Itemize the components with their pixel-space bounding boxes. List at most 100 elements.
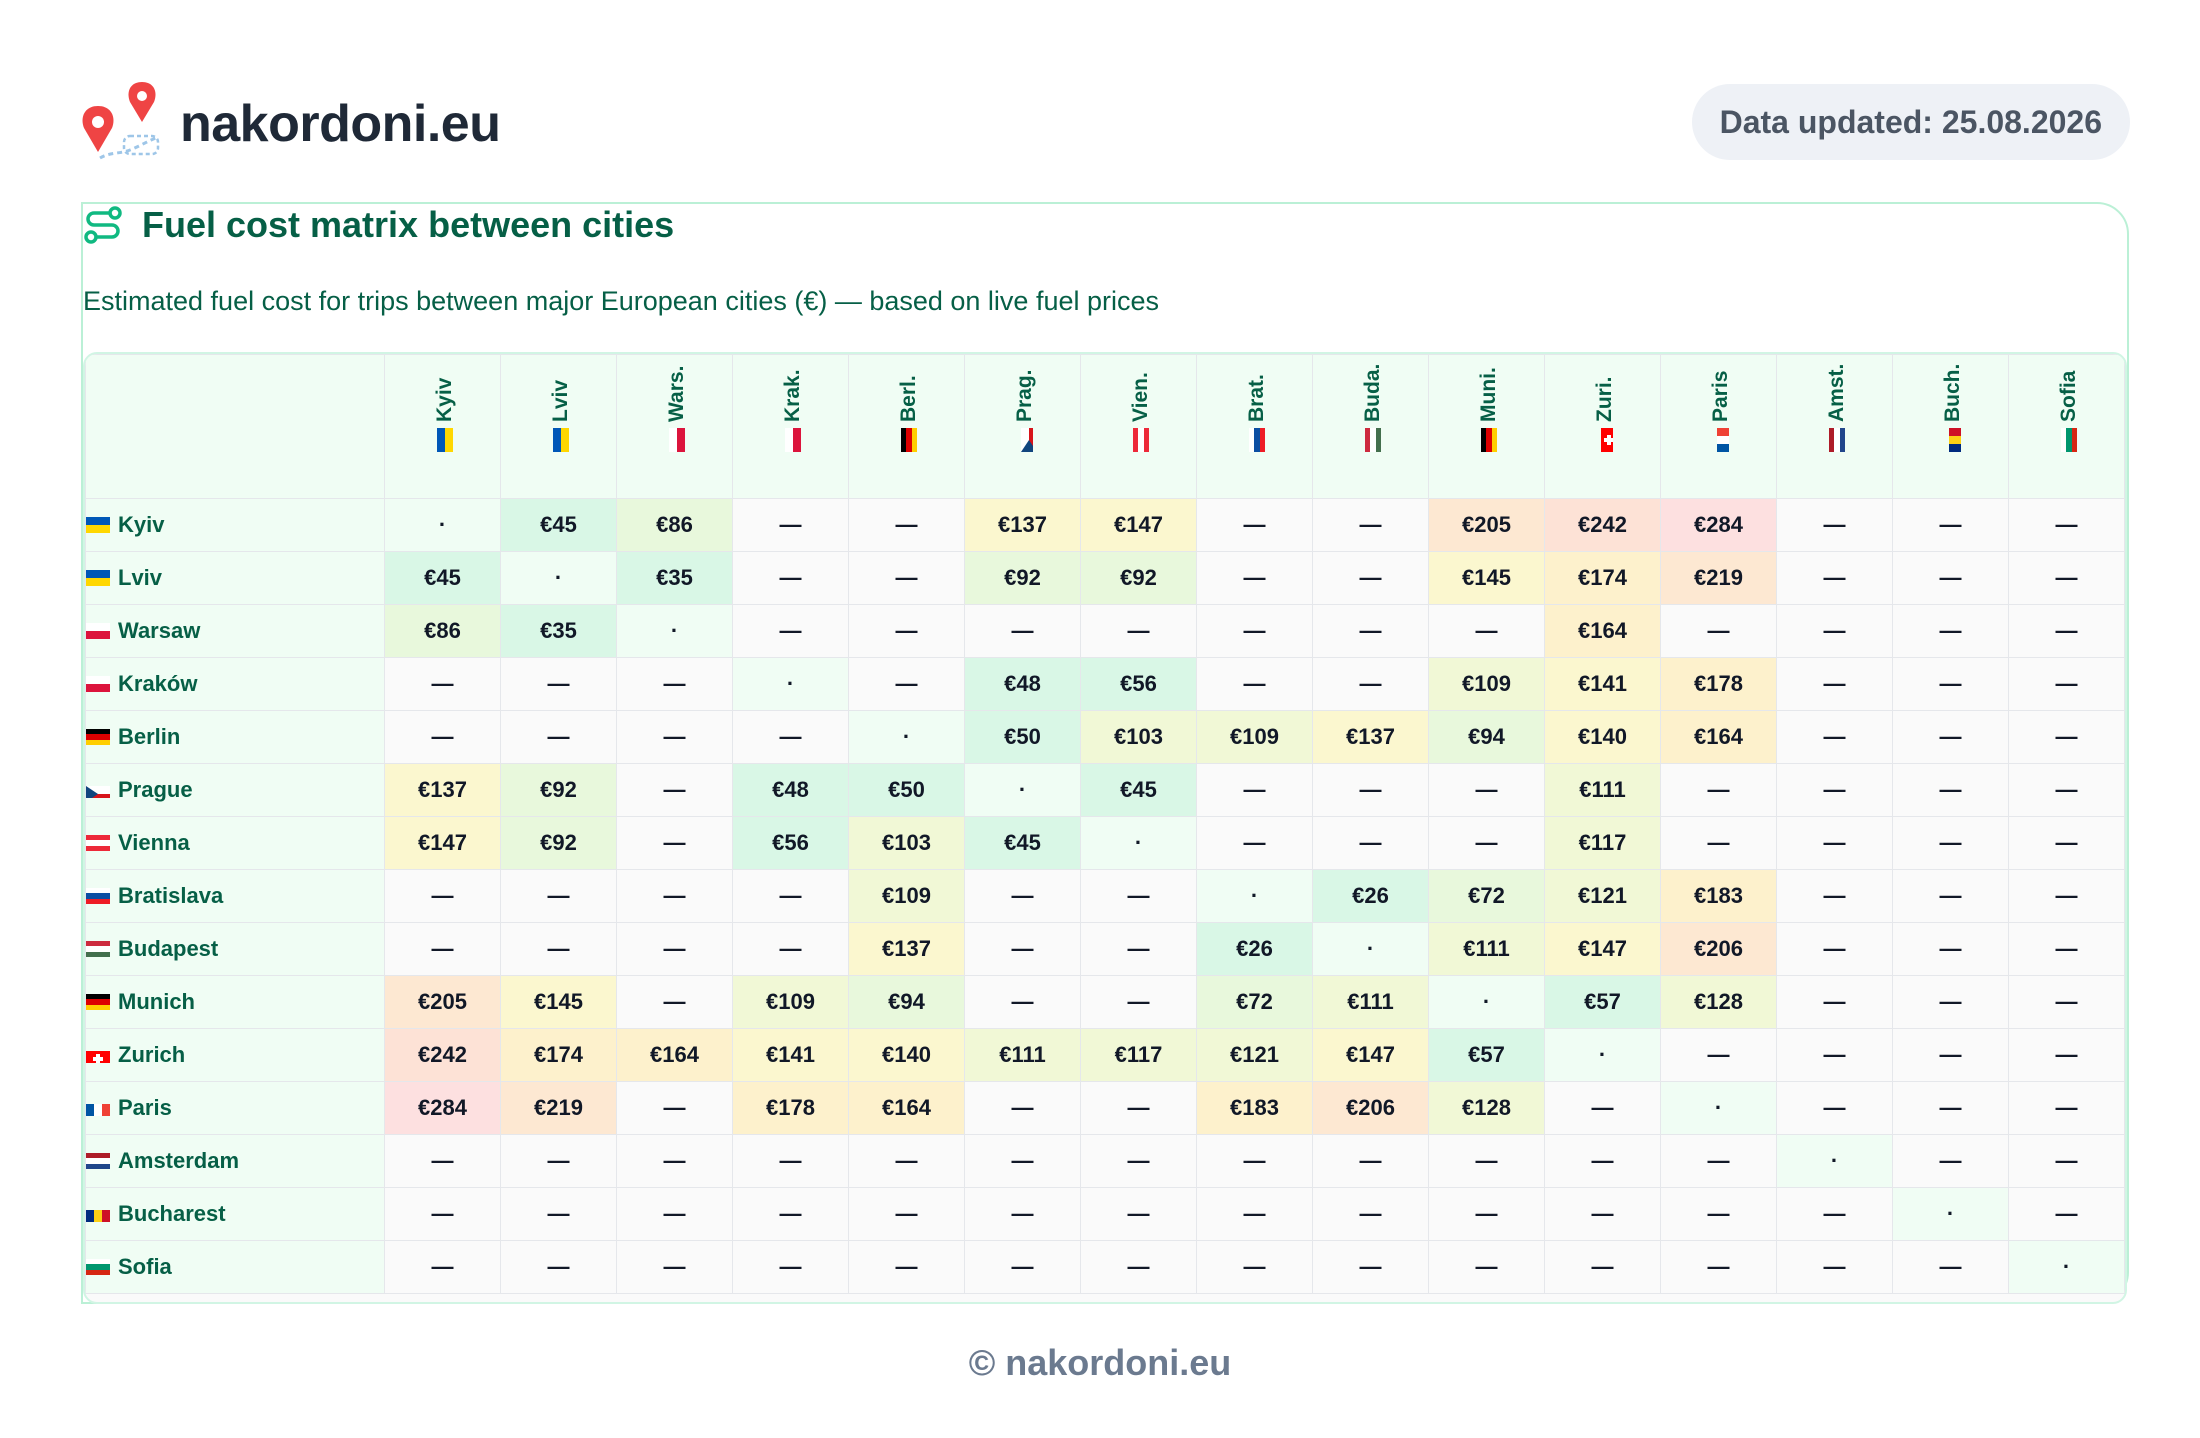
matrix-cell-cost[interactable]: €284 xyxy=(384,1081,501,1135)
matrix-cell-cost[interactable]: €205 xyxy=(1428,498,1545,552)
matrix-cell-cost[interactable]: €164 xyxy=(616,1028,733,1082)
matrix-cell-cost[interactable]: €137 xyxy=(848,922,965,976)
matrix-cell-cost[interactable]: €219 xyxy=(1660,551,1777,605)
matrix-cell-empty: — xyxy=(1312,1240,1429,1294)
matrix-cell-cost[interactable]: €183 xyxy=(1660,869,1777,923)
matrix-row: Vienna €147 €92— €56 €103 €45 · — — — €117— — — — xyxy=(85,816,2125,870)
matrix-cell-cost[interactable]: €92 xyxy=(1080,551,1197,605)
matrix-cell-cost[interactable]: €103 xyxy=(848,816,965,870)
matrix-cell-cost[interactable]: €26 xyxy=(1196,922,1313,976)
matrix-cell-cost[interactable]: €86 xyxy=(384,604,501,658)
matrix-cell-cost[interactable]: €178 xyxy=(732,1081,849,1135)
matrix-cell-cost[interactable]: €72 xyxy=(1196,975,1313,1029)
matrix-cell-cost[interactable]: €206 xyxy=(1660,922,1777,976)
matrix-cell-cost[interactable]: €35 xyxy=(616,551,733,605)
matrix-cell-cost[interactable]: €164 xyxy=(848,1081,965,1135)
matrix-cell-cost[interactable]: €284 xyxy=(1660,498,1777,552)
matrix-cell-cost[interactable]: €48 xyxy=(964,657,1081,711)
matrix-cell-cost[interactable]: €56 xyxy=(732,816,849,870)
matrix-cell-cost[interactable]: €145 xyxy=(1428,551,1545,605)
matrix-cell-cost[interactable]: €164 xyxy=(1544,604,1661,658)
matrix-cell-empty: — xyxy=(1544,1081,1661,1135)
matrix-cell-cost[interactable]: €86 xyxy=(616,498,733,552)
matrix-cell-cost[interactable]: €94 xyxy=(1428,710,1545,764)
cost-matrix-table: Kyiv Lviv Wars. Krak. Berl. Prag. Vien. Brat. Bu… xyxy=(85,354,2125,1294)
matrix-cell-cost[interactable]: €45 xyxy=(384,551,501,605)
matrix-cell-empty: — xyxy=(384,657,501,711)
matrix-cell-empty: — xyxy=(500,710,617,764)
matrix-cell-empty: — xyxy=(1660,763,1777,817)
matrix-cell-cost[interactable]: €111 xyxy=(1312,975,1429,1029)
matrix-cell-cost[interactable]: €117 xyxy=(1080,1028,1197,1082)
matrix-cell-cost[interactable]: €109 xyxy=(1196,710,1313,764)
matrix-cell-cost[interactable]: €94 xyxy=(848,975,965,1029)
matrix-cell-cost[interactable]: €141 xyxy=(1544,657,1661,711)
matrix-cell-cost[interactable]: €109 xyxy=(848,869,965,923)
matrix-cell-cost[interactable]: €48 xyxy=(732,763,849,817)
matrix-cell-cost[interactable]: €174 xyxy=(500,1028,617,1082)
matrix-cell-cost[interactable]: €72 xyxy=(1428,869,1545,923)
matrix-cell-cost[interactable]: €111 xyxy=(964,1028,1081,1082)
matrix-cell-cost[interactable]: €147 xyxy=(1544,922,1661,976)
matrix-cell-cost[interactable]: €145 xyxy=(500,975,617,1029)
column-header: Buch. xyxy=(1892,354,2009,499)
matrix-cell-cost[interactable]: €183 xyxy=(1196,1081,1313,1135)
matrix-cell-cost[interactable]: €109 xyxy=(732,975,849,1029)
matrix-cell-empty: — xyxy=(1892,763,2009,817)
matrix-row: Kraków — — — · — €48 €56— — €109 €141 €178— — — xyxy=(85,657,2125,711)
matrix-cell-empty: — xyxy=(1312,498,1429,552)
matrix-cell-cost[interactable]: €50 xyxy=(848,763,965,817)
flag-hu-icon xyxy=(86,941,110,957)
matrix-cell-cost[interactable]: €178 xyxy=(1660,657,1777,711)
matrix-cell-cost[interactable]: €35 xyxy=(500,604,617,658)
matrix-cell-cost[interactable]: €137 xyxy=(384,763,501,817)
matrix-cell-cost[interactable]: €111 xyxy=(1544,763,1661,817)
matrix-cell-cost[interactable]: €45 xyxy=(1080,763,1197,817)
brand-name[interactable]: nakordoni.eu xyxy=(180,95,501,153)
row-header: Paris xyxy=(85,1081,385,1135)
matrix-cell-cost[interactable]: €205 xyxy=(384,975,501,1029)
matrix-cell-cost[interactable]: €45 xyxy=(964,816,1081,870)
matrix-cell-cost[interactable]: €164 xyxy=(1660,710,1777,764)
matrix-cell-cost[interactable]: €109 xyxy=(1428,657,1545,711)
matrix-cell-cost[interactable]: €147 xyxy=(384,816,501,870)
matrix-cell-cost[interactable]: €137 xyxy=(964,498,1081,552)
flag-pl-icon xyxy=(86,676,110,692)
matrix-cell-cost[interactable]: €56 xyxy=(1080,657,1197,711)
matrix-cell-cost[interactable]: €103 xyxy=(1080,710,1197,764)
matrix-cell-cost[interactable]: €117 xyxy=(1544,816,1661,870)
matrix-cell-cost[interactable]: €141 xyxy=(732,1028,849,1082)
column-header-label: Sofia xyxy=(2056,370,2080,422)
matrix-cell-cost[interactable]: €174 xyxy=(1544,551,1661,605)
matrix-cell-cost[interactable]: €128 xyxy=(1660,975,1777,1029)
matrix-cell-cost[interactable]: €219 xyxy=(500,1081,617,1135)
matrix-cell-cost[interactable]: €45 xyxy=(500,498,617,552)
matrix-cell-cost[interactable]: €140 xyxy=(848,1028,965,1082)
matrix-cell-cost[interactable]: €206 xyxy=(1312,1081,1429,1135)
matrix-corner xyxy=(85,354,385,499)
matrix-row: Warsaw €86 €35 · — — — — — — — €164— — — — xyxy=(85,604,2125,658)
matrix-cell-cost[interactable]: €242 xyxy=(1544,498,1661,552)
matrix-cell-cost[interactable]: €92 xyxy=(964,551,1081,605)
matrix-cell-cost[interactable]: €242 xyxy=(384,1028,501,1082)
matrix-cell-cost[interactable]: €111 xyxy=(1428,922,1545,976)
matrix-cell-cost[interactable]: €57 xyxy=(1428,1028,1545,1082)
column-header-content: Buch. xyxy=(1941,364,1965,452)
matrix-cell-cost[interactable]: €50 xyxy=(964,710,1081,764)
matrix-cell-cost[interactable]: €137 xyxy=(1312,710,1429,764)
matrix-cell-cost[interactable]: €147 xyxy=(1080,498,1197,552)
matrix-cell-cost[interactable]: €147 xyxy=(1312,1028,1429,1082)
matrix-cell-cost[interactable]: €128 xyxy=(1428,1081,1545,1135)
matrix-cell-cost[interactable]: €57 xyxy=(1544,975,1661,1029)
matrix-cell-cost[interactable]: €121 xyxy=(1544,869,1661,923)
matrix-cell-empty: — xyxy=(1428,763,1545,817)
matrix-cell-cost[interactable]: €92 xyxy=(500,816,617,870)
matrix-row: Bucharest — — — — — — — — — — — — — · — xyxy=(85,1187,2125,1241)
matrix-cell-cost[interactable]: €121 xyxy=(1196,1028,1313,1082)
matrix-cell-empty: — xyxy=(500,1134,617,1188)
matrix-cell-empty: — xyxy=(1080,1187,1197,1241)
matrix-cell-cost[interactable]: €26 xyxy=(1312,869,1429,923)
matrix-cell-cost[interactable]: €140 xyxy=(1544,710,1661,764)
matrix-cell-cost[interactable]: €92 xyxy=(500,763,617,817)
card-subtitle: Estimated fuel cost for trips between ma… xyxy=(83,286,1160,316)
